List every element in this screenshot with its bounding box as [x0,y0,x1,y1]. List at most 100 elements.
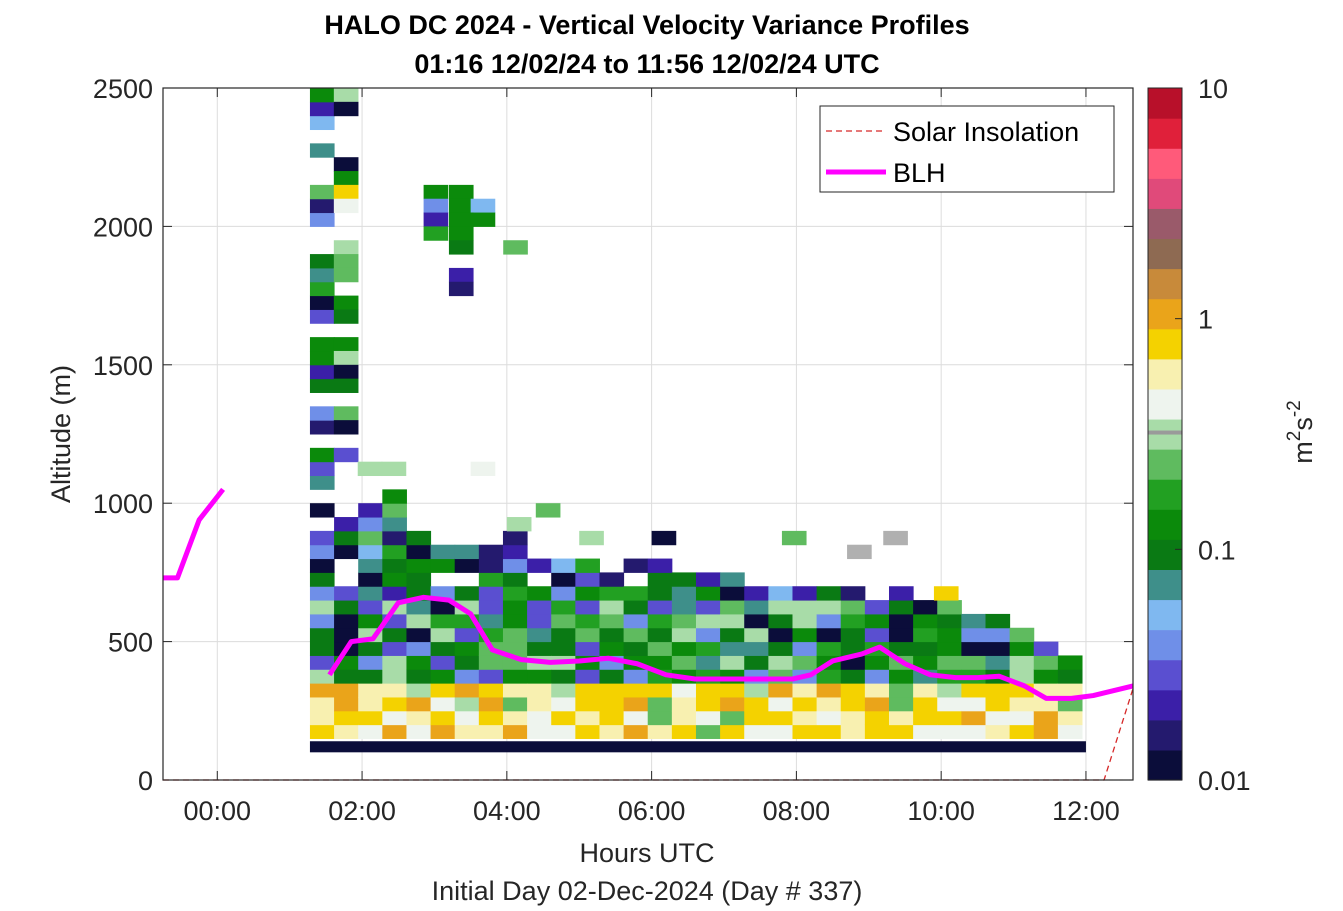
heatmap-cell [551,696,576,712]
heatmap-cell [671,613,697,629]
heatmap-cell [671,683,697,698]
x-tick-label: 00:00 [184,796,252,826]
colorbar-segment [1148,629,1182,661]
heatmap-cell [840,600,866,615]
colorbar-segment [1148,479,1182,510]
heatmap-cell [575,641,600,656]
heatmap-cell [985,613,1011,629]
heatmap-cell [551,641,576,656]
heatmap-cell [768,655,793,670]
heatmap-cell [744,586,769,601]
heatmap-cell [454,655,480,670]
heatmap-cell [768,600,793,615]
heatmap-cell [478,544,504,560]
heatmap-cell [816,627,842,643]
heatmap-cell [406,558,432,573]
heatmap-cell [720,683,745,698]
heatmap-cell [961,710,987,726]
heatmap-cell [333,406,359,421]
heatmap-cell [406,613,432,629]
heatmap-cell [840,724,866,739]
heatmap-cell [358,696,383,712]
heatmap-cell [744,669,769,684]
heatmap-cell [864,655,890,670]
colorbar-label: m2s-2 [1284,400,1318,463]
heatmap-cell [334,613,359,629]
x-tick-label: 02:00 [328,796,396,826]
heatmap-cell [454,724,480,739]
heatmap-cell [599,683,625,698]
heatmap-cell [781,530,807,546]
heatmap-cell [430,724,456,739]
x-axis: 00:00 02:00 04:00 06:00 08:00 10:00 12:00 [184,88,1120,826]
heatmap-cell [792,710,818,726]
heatmap-cell [847,544,872,560]
heatmap-cell [744,627,769,643]
heatmap-cell [937,655,962,670]
heatmap-cell [423,226,449,241]
heatmap-cell [840,683,866,698]
heatmap-cell [309,683,335,698]
heatmap-cell [913,613,938,629]
heatmap-cell [551,572,576,587]
heatmap-cells [309,88,1086,753]
svg-text:m2s-2: m2s-2 [1284,400,1318,463]
heatmap-cell [913,627,938,643]
heatmap-cell [575,627,600,643]
heatmap-cell [430,600,456,615]
heatmap-cell [937,683,962,698]
heatmap-cell [333,240,359,255]
heatmap-cell [423,184,449,200]
heatmap-cell [406,641,432,656]
heatmap-cell [478,669,504,684]
heatmap-cell [309,572,335,587]
heatmap-cell [334,586,359,601]
heatmap-cell [623,613,649,629]
colorbar-marker [1148,430,1182,435]
heatmap-cell [527,641,552,656]
heatmap-cell [671,641,697,656]
heatmap-cell [309,88,335,103]
blh-line-segment [327,594,1134,701]
plot-frame [162,87,1134,781]
colorbar-segment [1148,268,1182,300]
heatmap-cell [334,724,359,739]
heatmap-cell [816,669,842,684]
heatmap-cell [454,600,480,615]
heatmap-cell [333,309,359,324]
heatmap-cell [744,683,769,698]
heatmap-cell [382,503,407,518]
heatmap-cell [502,696,528,712]
heatmap-cell [671,600,697,615]
heatmap-cell [448,212,474,227]
colorbar-segment [1148,88,1182,119]
heatmap-cell [695,586,721,601]
heatmap-cell [358,503,383,518]
heatmap-cell [527,724,552,739]
heatmap-cell [937,696,962,712]
heatmap-cell [961,613,987,629]
heatmap-cell [816,613,842,629]
x-tick-label: 10:00 [907,796,975,826]
heatmap-cell [309,461,335,477]
heatmap-cell [792,627,818,643]
heatmap-cell [478,696,504,712]
heatmap-cell [888,710,914,726]
heatmap-cell [985,710,1011,726]
heatmap-cell [913,696,938,712]
colorbar-segment [1148,569,1182,601]
heatmap-cell [527,696,552,712]
heatmap-cell [406,724,432,739]
heatmap-cell [888,683,914,698]
heatmap-cell [470,461,496,477]
heatmap-cell [309,586,335,601]
heatmap-cell [478,613,504,629]
chart-title: HALO DC 2024 - Vertical Velocity Varianc… [324,10,969,40]
heatmap-cell [334,600,359,615]
heatmap-cell [913,683,938,698]
heatmap-cell [309,447,335,463]
heatmap-cell [527,600,552,615]
heatmap-cell [382,544,407,560]
heatmap-cell [1033,655,1059,670]
heatmap-cell [816,586,842,601]
